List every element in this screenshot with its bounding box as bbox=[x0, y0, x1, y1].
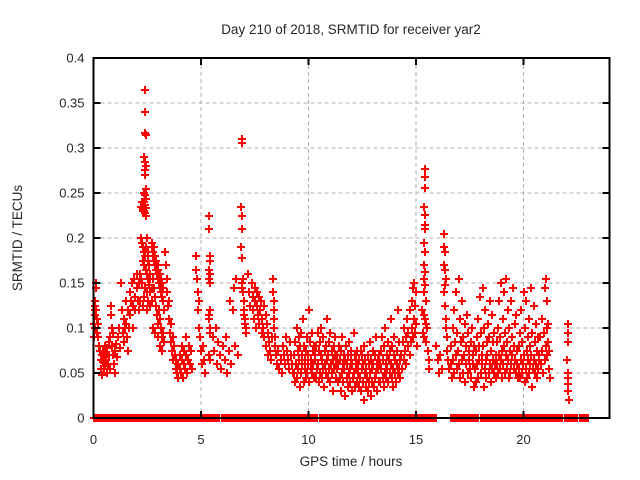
plot-axes bbox=[92, 57, 611, 419]
x-tick-label: 0 bbox=[90, 432, 97, 447]
x-tick-label: 20 bbox=[516, 432, 530, 447]
y-tick-label: 0.15 bbox=[59, 276, 84, 291]
y-tick-label: 0.2 bbox=[66, 231, 84, 246]
x-tick-label: 10 bbox=[301, 432, 315, 447]
y-tick-label: 0.25 bbox=[59, 186, 84, 201]
x-tick-label: 15 bbox=[409, 432, 423, 447]
y-tick-label: 0.35 bbox=[59, 96, 84, 111]
x-tick-label: 5 bbox=[197, 432, 204, 447]
scatter-points-path bbox=[90, 86, 592, 422]
chart-title: Day 210 of 2018, SRMTID for receiver yar… bbox=[221, 22, 481, 37]
plot-border bbox=[92, 57, 611, 419]
y-tick-label: 0.4 bbox=[66, 51, 84, 66]
scatter-points bbox=[90, 86, 592, 422]
y-tick-label: 0.05 bbox=[59, 366, 84, 381]
y-tick-label: 0.1 bbox=[66, 321, 84, 336]
y-tick-label: 0 bbox=[77, 411, 84, 426]
y-tick-label: 0.3 bbox=[66, 141, 84, 156]
x-axis-label: GPS time / hours bbox=[300, 454, 403, 469]
tick-labels: 0 5 10 15 20 0 0.05 0.1 0.15 0.2 0.25 0.3 0.35 0.4 bbox=[59, 51, 531, 448]
y-axis-label: SRMTID / TECUs bbox=[10, 185, 25, 292]
